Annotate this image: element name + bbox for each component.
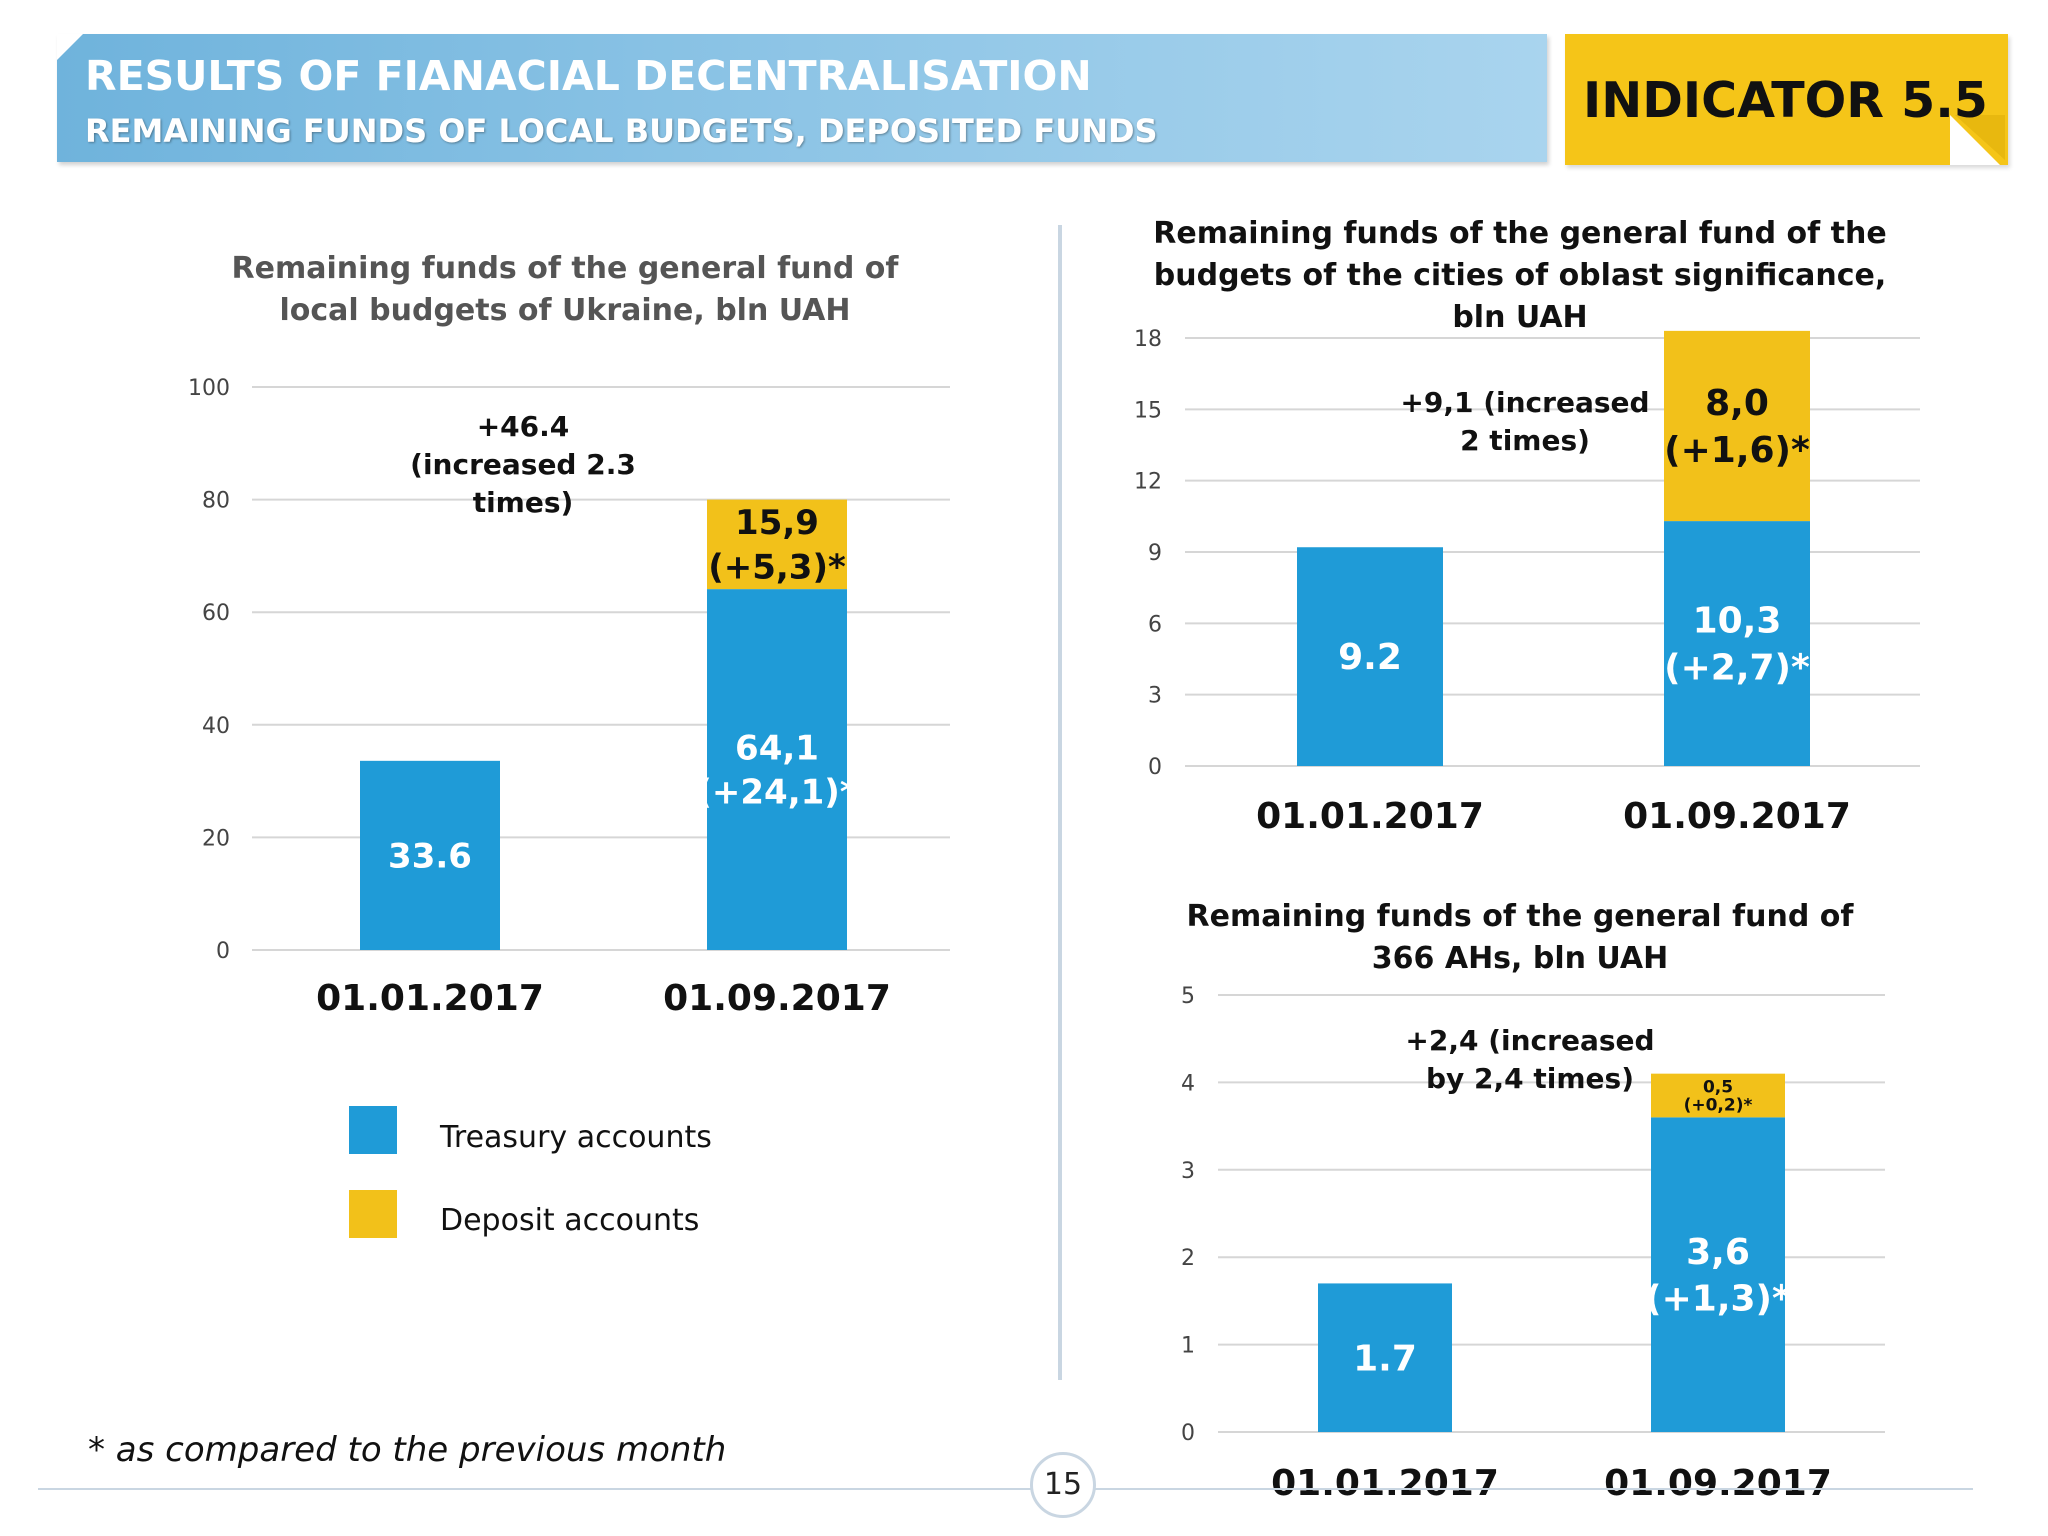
y-tick-label: 3	[1181, 1159, 1195, 1184]
chart-title-line: budgets of the cities of oblast signific…	[1153, 258, 1887, 293]
y-tick-label: 9	[1148, 541, 1162, 566]
x-category-label: 01.01.2017	[1271, 1463, 1499, 1504]
y-tick-label: 3	[1148, 684, 1162, 709]
legend-label-treasury: Treasury accounts	[440, 1120, 712, 1155]
y-tick-label: 6	[1148, 612, 1162, 637]
y-tick-label: 12	[1134, 470, 1162, 495]
treasury-value-label: 3,6	[1686, 1232, 1750, 1273]
change-annotation: +2,4 (increased	[1405, 1024, 1654, 1057]
chart-title-line: local budgets of Ukraine, bln UAH	[279, 293, 851, 328]
treasury-value-label: (+2,7)*	[1664, 648, 1810, 689]
treasury-value-label: 33.6	[388, 836, 472, 876]
y-tick-label: 0	[1148, 755, 1162, 780]
treasury-value-label: (+1,3)*	[1645, 1279, 1791, 1320]
chart-title-line: Remaining funds of the general fund of t…	[1153, 216, 1887, 251]
bar-deposit	[707, 499, 847, 590]
change-annotation: by 2,4 times)	[1426, 1062, 1634, 1095]
chart-title-local-budgets: Remaining funds of the general fund of l…	[190, 248, 940, 332]
y-tick-label: 15	[1134, 398, 1162, 423]
y-tick-label: 0	[1181, 1421, 1195, 1446]
banner-corner	[57, 34, 83, 60]
y-tick-label: 40	[202, 714, 230, 739]
change-annotation: +9,1 (increased	[1400, 386, 1649, 419]
y-tick-label: 1	[1181, 1334, 1195, 1359]
change-annotation: (increased 2.3	[410, 448, 636, 481]
bar-treasury	[1651, 1117, 1785, 1432]
bar-treasury	[1664, 521, 1810, 766]
y-tick-label: 18	[1134, 327, 1162, 352]
chart-title-line: 366 AHs, bln UAH	[1371, 941, 1669, 976]
footer-line	[38, 1488, 1973, 1490]
x-category-label: 01.09.2017	[1604, 1463, 1832, 1504]
chart-title-line: bln UAH	[1452, 300, 1588, 335]
header-banner	[57, 34, 1547, 162]
deposit-value-label: (+1,6)*	[1664, 430, 1810, 471]
deposit-value-label: 15,9	[735, 503, 819, 543]
treasury-value-label: 64,1	[735, 728, 819, 768]
treasury-value-label: 1.7	[1353, 1338, 1417, 1379]
treasury-value-label: 9.2	[1338, 637, 1402, 678]
y-tick-label: 60	[202, 601, 230, 626]
chart-title-line: Remaining funds of the general fund of	[1186, 899, 1854, 934]
bar-deposit	[1651, 1073, 1785, 1118]
y-tick-label: 0	[216, 939, 230, 964]
indicator-label: INDICATOR 5.5	[1583, 72, 1988, 129]
legend-swatch-deposit	[349, 1190, 397, 1238]
deposit-value-label: 0,5	[1703, 1077, 1733, 1097]
deposit-value-label: (+0,2)*	[1684, 1095, 1753, 1115]
y-tick-label: 80	[202, 489, 230, 514]
x-category-label: 01.01.2017	[316, 978, 544, 1019]
bar-deposit	[1664, 330, 1810, 522]
change-annotation: +46.4	[477, 410, 570, 443]
x-category-label: 01.09.2017	[1623, 796, 1851, 837]
y-tick-label: 100	[188, 376, 230, 401]
change-annotation: times)	[473, 486, 574, 519]
y-tick-label: 5	[1181, 984, 1195, 1009]
x-category-label: 01.09.2017	[663, 978, 891, 1019]
chart-title-ahs: Remaining funds of the general fund of 3…	[1170, 896, 1870, 980]
bar-treasury	[707, 589, 847, 950]
page-subtitle: REMAINING FUNDS OF LOCAL BUDGETS, DEPOSI…	[85, 112, 1158, 150]
chart-title-oblast-cities: Remaining funds of the general fund of t…	[1120, 213, 1920, 339]
x-category-label: 01.01.2017	[1256, 796, 1484, 837]
page-number: 15	[1030, 1452, 1096, 1518]
y-tick-label: 20	[202, 826, 230, 851]
section-divider	[1058, 225, 1062, 1380]
deposit-value-label: 8,0	[1705, 383, 1769, 424]
page-title: RESULTS OF FIANACIAL DECENTRALISATION	[85, 52, 1092, 100]
deposit-value-label: (+5,3)*	[708, 547, 846, 587]
indicator-fold-shade	[1955, 115, 2005, 160]
indicator-badge	[1565, 34, 2008, 165]
footnote: * as compared to the previous month	[88, 1430, 727, 1470]
bar-treasury	[360, 760, 500, 950]
bar-treasury	[1318, 1283, 1452, 1432]
treasury-value-label: (+24,1)*	[696, 773, 857, 813]
legend-label-deposit: Deposit accounts	[440, 1203, 700, 1238]
y-tick-label: 2	[1181, 1246, 1195, 1271]
legend-swatch-treasury	[349, 1106, 397, 1154]
chart-title-line: Remaining funds of the general fund of	[231, 251, 899, 286]
change-annotation: 2 times)	[1460, 424, 1590, 457]
bar-treasury	[1297, 547, 1443, 766]
treasury-value-label: 10,3	[1693, 601, 1782, 642]
y-tick-label: 4	[1181, 1071, 1195, 1096]
